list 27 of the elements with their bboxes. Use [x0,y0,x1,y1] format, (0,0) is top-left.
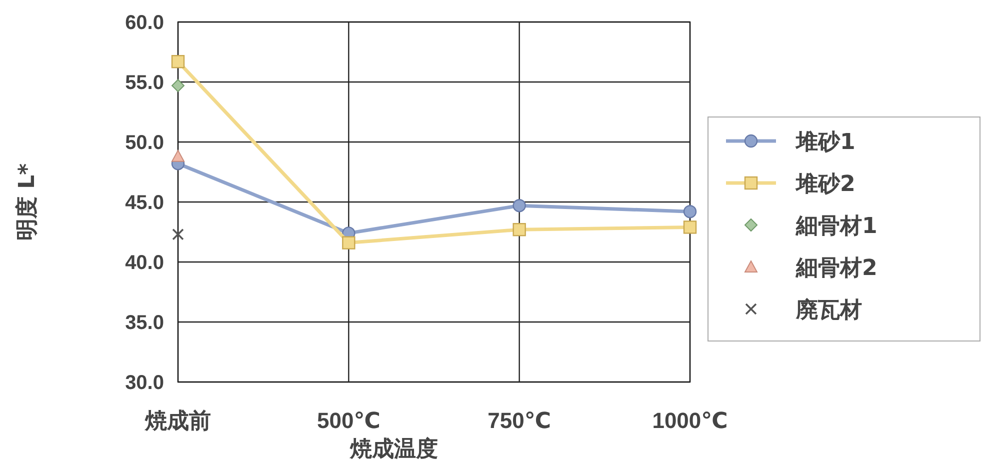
y-axis-title: 明度 L* [14,162,40,241]
legend-label: 廃瓦材 [795,297,862,323]
y-tick-label: 55.0 [125,72,164,94]
x-tick-label: 1000℃ [652,408,728,433]
x-tick-label: 750℃ [488,408,552,433]
legend-label: 細骨材1 [795,214,878,239]
x-tick-label: 500℃ [316,408,380,433]
point [342,236,356,250]
x-tick-label: 焼成前 [144,408,211,433]
y-tick-label: 50.0 [125,132,164,154]
point [172,228,184,240]
point [683,220,697,234]
point [172,79,184,92]
point [512,223,526,236]
point [171,55,185,68]
legend-label: 堆砂1 [795,130,856,155]
y-tick-label: 30.0 [125,372,164,394]
point [512,199,526,212]
legend-label: 堆砂2 [795,172,856,197]
y-tick-label: 60.0 [125,12,164,34]
x-axis-title: 焼成温度 [349,436,438,462]
y-tick-label: 40.0 [125,252,164,274]
point [172,150,184,162]
y-tick-label: 35.0 [125,312,164,334]
legend-label: 細骨材2 [795,256,878,281]
point [683,205,697,218]
y-tick-label: 45.0 [125,192,164,214]
